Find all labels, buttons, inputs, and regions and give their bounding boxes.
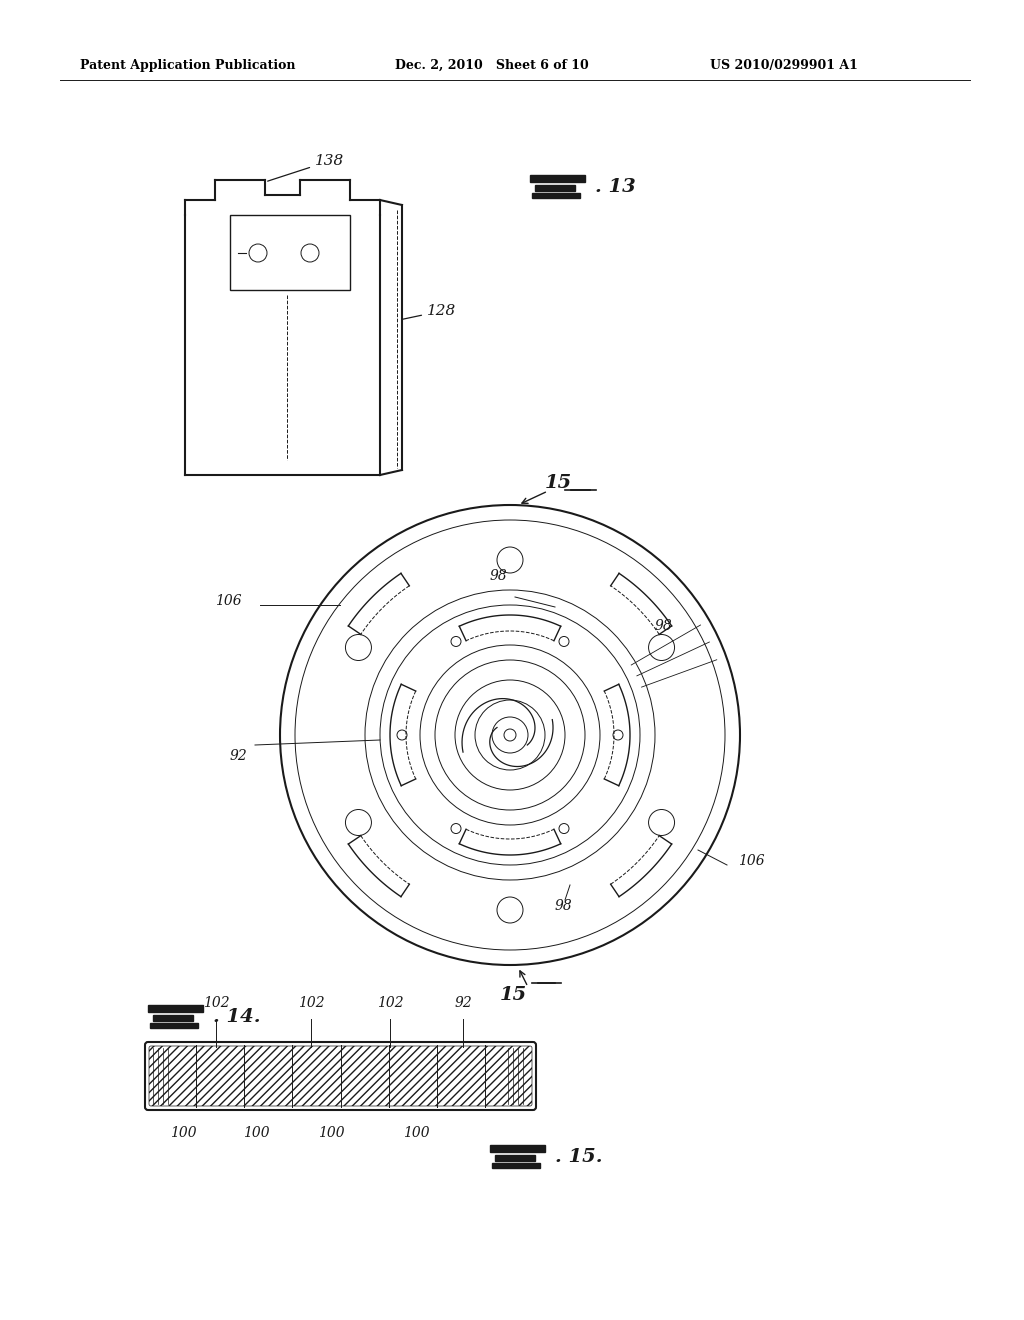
Bar xyxy=(535,185,575,191)
Text: . 14.: . 14. xyxy=(213,1008,260,1026)
Bar xyxy=(490,1144,545,1152)
Text: 106: 106 xyxy=(215,594,242,609)
Text: 100: 100 xyxy=(402,1126,429,1140)
Text: 100: 100 xyxy=(317,1126,344,1140)
Text: 138: 138 xyxy=(267,154,344,181)
Text: 102: 102 xyxy=(377,997,403,1010)
Text: 92: 92 xyxy=(454,997,472,1010)
Text: . 15.: . 15. xyxy=(555,1148,602,1166)
Text: 102: 102 xyxy=(203,997,229,1010)
Bar xyxy=(150,1023,198,1028)
Text: 100: 100 xyxy=(243,1126,269,1140)
Bar xyxy=(530,176,585,182)
Text: 15: 15 xyxy=(545,474,572,492)
Bar xyxy=(495,1155,535,1162)
Bar xyxy=(532,193,580,198)
Bar xyxy=(492,1163,540,1168)
Text: US 2010/0299901 A1: US 2010/0299901 A1 xyxy=(710,58,858,71)
Text: Dec. 2, 2010   Sheet 6 of 10: Dec. 2, 2010 Sheet 6 of 10 xyxy=(395,58,589,71)
Text: 92: 92 xyxy=(230,748,248,763)
Text: 98: 98 xyxy=(555,899,572,913)
Text: 128: 128 xyxy=(401,304,457,319)
Text: 98: 98 xyxy=(655,619,673,634)
Text: 100: 100 xyxy=(170,1126,197,1140)
Bar xyxy=(153,1015,193,1020)
FancyBboxPatch shape xyxy=(150,1045,532,1106)
Text: 98: 98 xyxy=(490,569,508,583)
Text: Patent Application Publication: Patent Application Publication xyxy=(80,58,296,71)
Bar xyxy=(148,1005,203,1012)
Bar xyxy=(230,215,350,290)
Text: 102: 102 xyxy=(298,997,325,1010)
Text: 15: 15 xyxy=(500,986,527,1005)
Text: 106: 106 xyxy=(738,854,765,869)
Text: . 13: . 13 xyxy=(595,178,636,195)
